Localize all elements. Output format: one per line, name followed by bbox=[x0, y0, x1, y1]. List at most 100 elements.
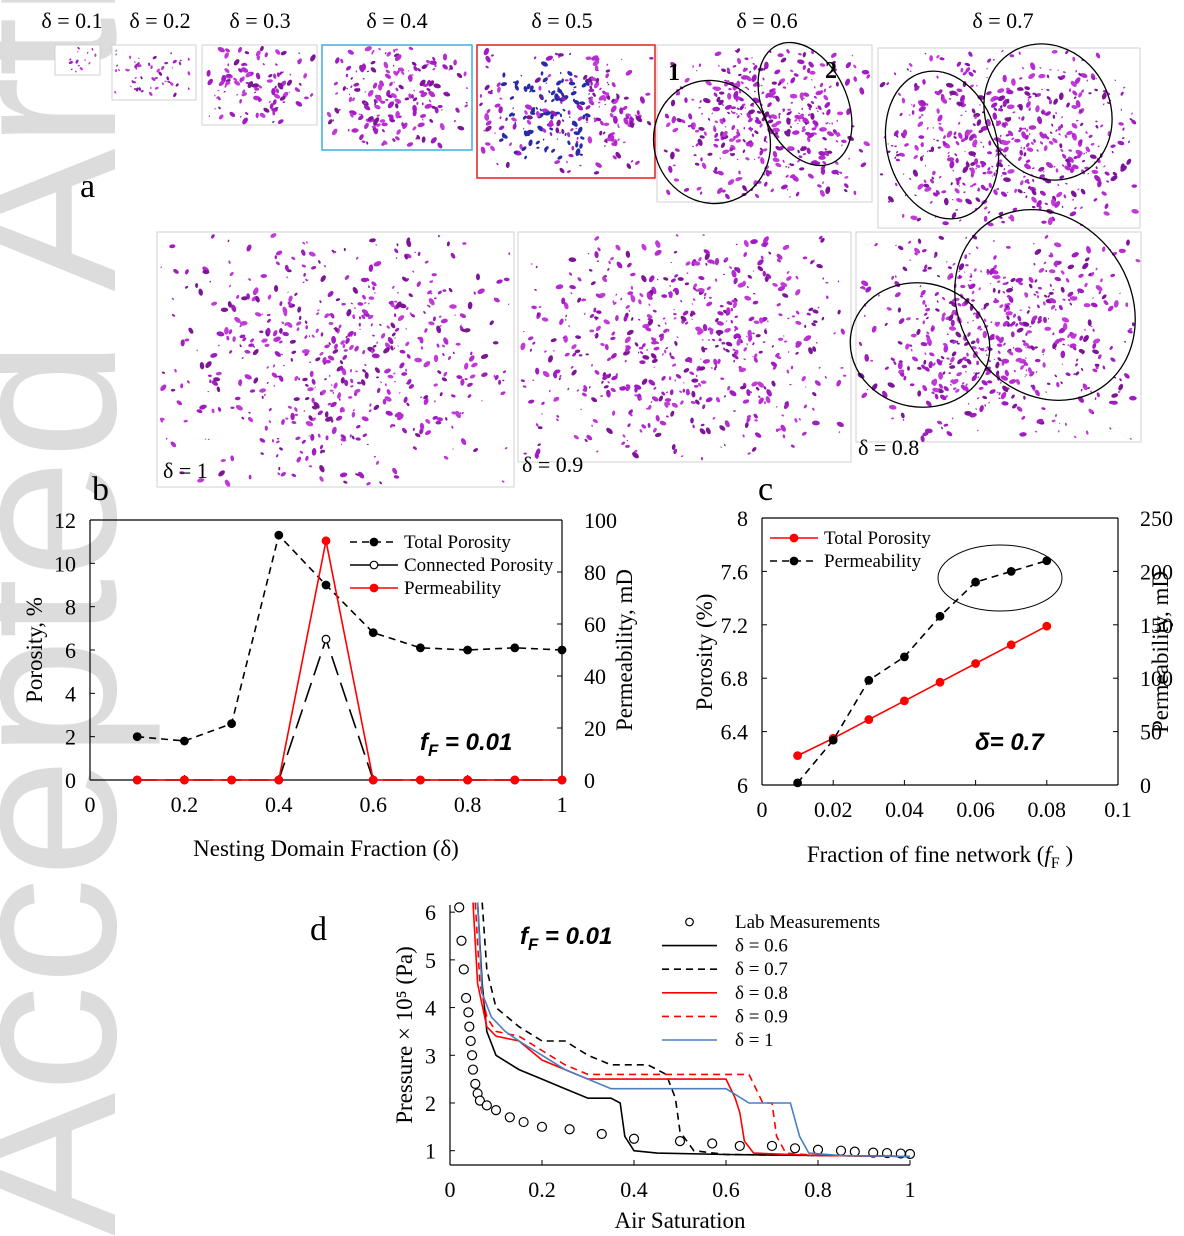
pore-blob bbox=[920, 156, 923, 161]
legend-label: δ = 0.8 bbox=[735, 983, 788, 1004]
legend-label: Lab Measurements bbox=[735, 912, 880, 933]
data-point bbox=[519, 1118, 528, 1127]
data-point bbox=[322, 635, 330, 643]
data-point bbox=[459, 965, 468, 974]
pore-blob bbox=[304, 97, 309, 100]
y-tick-label: 6.8 bbox=[721, 666, 749, 691]
data-point bbox=[865, 677, 873, 685]
image-frame bbox=[477, 45, 655, 178]
y-tick-label: 5 bbox=[425, 948, 436, 973]
data-point bbox=[369, 629, 377, 637]
pore-blob bbox=[230, 407, 234, 409]
legend-label: Permeability bbox=[824, 551, 922, 572]
data-point bbox=[462, 994, 471, 1003]
pore-blob bbox=[272, 111, 275, 116]
y-tick-label: 8 bbox=[65, 595, 76, 620]
y-tick-label: 12 bbox=[54, 508, 76, 533]
data-point bbox=[471, 1079, 480, 1088]
data-point bbox=[133, 776, 141, 784]
data-point bbox=[901, 653, 909, 661]
pore-blob bbox=[669, 291, 673, 298]
data-point bbox=[181, 776, 189, 784]
y-tick-label: 8 bbox=[737, 506, 748, 531]
x-tick-label: 0.2 bbox=[528, 1177, 556, 1202]
pore-blob bbox=[197, 349, 198, 351]
data-point bbox=[901, 697, 909, 705]
pore-blob bbox=[558, 56, 559, 58]
x-axis-label: Nesting Domain Fraction (δ) bbox=[193, 836, 459, 861]
data-point bbox=[630, 1134, 639, 1143]
image-label: δ = 0.8 bbox=[858, 435, 919, 460]
x-axis-label-part: F bbox=[1051, 855, 1060, 872]
pore-blob bbox=[764, 138, 766, 142]
data-point bbox=[558, 776, 566, 784]
legend-label: δ = 1 bbox=[735, 1030, 774, 1051]
panel-label: d bbox=[310, 911, 327, 948]
x-tick-label: 0.6 bbox=[359, 792, 387, 817]
data-point bbox=[466, 1036, 475, 1045]
data-point bbox=[865, 716, 873, 724]
image-frame bbox=[518, 232, 851, 462]
image-frame bbox=[112, 45, 196, 100]
x-axis-label-part: ) bbox=[1060, 842, 1073, 867]
pore-blob bbox=[951, 320, 955, 327]
data-point bbox=[850, 1147, 859, 1156]
data-point bbox=[482, 1101, 491, 1110]
y-tick-label: 1 bbox=[425, 1139, 436, 1164]
x-axis-label-part: Fraction of fine network ( bbox=[807, 842, 1045, 867]
x-tick-label: 0.8 bbox=[454, 792, 482, 817]
y2-tick-label: 100 bbox=[584, 508, 617, 533]
pore-blob bbox=[508, 252, 510, 255]
pore-blob bbox=[789, 384, 791, 385]
x-tick-label: 0.02 bbox=[814, 797, 853, 822]
data-point bbox=[1043, 622, 1051, 630]
legend-label: Connected Porosity bbox=[404, 555, 554, 576]
image-label: δ = 0.5 bbox=[531, 8, 592, 33]
annotation: δ= 0.7 bbox=[975, 729, 1045, 756]
image-label: δ = 0.1 bbox=[41, 8, 102, 33]
y2-tick-label: 40 bbox=[584, 664, 606, 689]
x-tick-label: 0.04 bbox=[885, 797, 924, 822]
data-point bbox=[735, 1141, 744, 1150]
pore-blob bbox=[910, 383, 915, 386]
data-point bbox=[768, 1141, 777, 1150]
legend-label: Total Porosity bbox=[404, 532, 511, 553]
y-tick-label: 2 bbox=[425, 1091, 436, 1116]
x-tick-label: 0.4 bbox=[620, 1177, 648, 1202]
data-point bbox=[972, 660, 980, 668]
data-point bbox=[464, 776, 472, 784]
panel-label: a bbox=[80, 168, 95, 205]
pore-blob bbox=[359, 323, 361, 327]
data-point bbox=[417, 644, 425, 652]
data-point bbox=[829, 736, 837, 744]
data-point bbox=[133, 733, 141, 741]
x-tick-label: 0.08 bbox=[1028, 797, 1067, 822]
x-tick-label: 0.4 bbox=[265, 792, 293, 817]
image-label: δ = 0.3 bbox=[229, 8, 290, 33]
legend-marker bbox=[370, 561, 378, 569]
pore-blob bbox=[818, 156, 825, 160]
data-point bbox=[794, 752, 802, 760]
data-point bbox=[1043, 557, 1051, 565]
legend-marker bbox=[370, 538, 378, 546]
pore-blob bbox=[1088, 92, 1091, 94]
y-axis-label: Porosity (%) bbox=[692, 594, 717, 711]
pore-blob bbox=[1020, 310, 1022, 311]
y2-axis-label: Permeability, mD bbox=[1148, 571, 1173, 733]
x-tick-label: 0 bbox=[445, 1177, 456, 1202]
pore-blob bbox=[837, 112, 843, 116]
y-tick-label: 6 bbox=[425, 900, 436, 925]
data-point bbox=[228, 720, 236, 728]
pore-blob bbox=[639, 347, 643, 350]
y2-tick-label: 250 bbox=[1140, 506, 1173, 531]
y-tick-label: 10 bbox=[54, 551, 76, 576]
x-tick-label: 0.6 bbox=[712, 1177, 740, 1202]
data-point bbox=[1007, 641, 1015, 649]
annotation-part: = 0.01 bbox=[438, 729, 512, 756]
data-point bbox=[837, 1146, 846, 1155]
y-tick-label: 6.4 bbox=[721, 720, 749, 745]
pore-blob bbox=[326, 435, 329, 440]
data-point bbox=[936, 678, 944, 686]
data-point bbox=[936, 612, 944, 620]
x-tick-label: 1 bbox=[905, 1177, 916, 1202]
